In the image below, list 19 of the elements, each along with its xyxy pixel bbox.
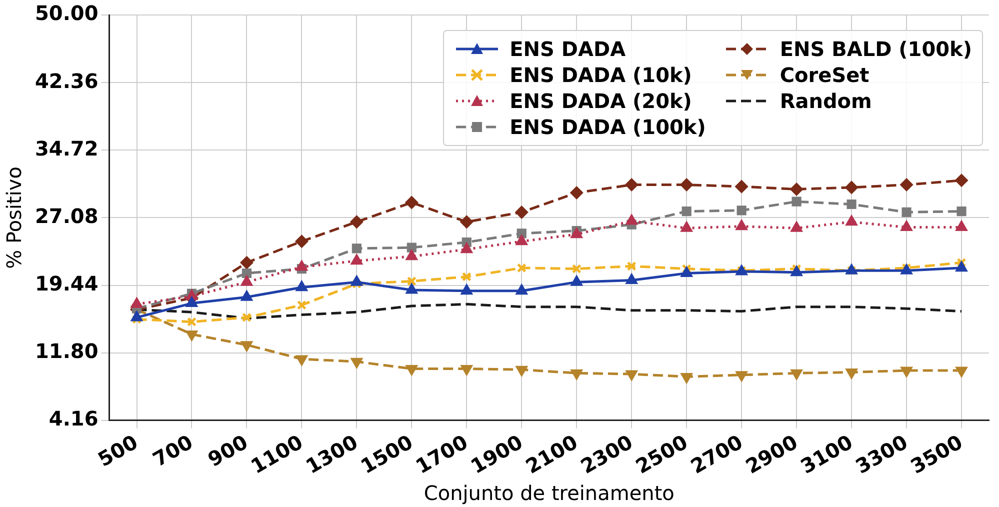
legend-label: ENS DADA (20k): [510, 89, 692, 113]
x-tick-label: 700: [148, 430, 197, 472]
legend-label: CoreSet: [780, 63, 870, 87]
legend-label: Random: [780, 89, 872, 113]
x-tick-label: 900: [204, 430, 252, 472]
x-axis-title: Conjunto de treinamento: [424, 481, 674, 506]
y-tick-label: 11.80: [34, 339, 98, 364]
legend-label: ENS DADA: [510, 37, 626, 61]
y-tick-label: 4.16: [48, 406, 98, 431]
legend-label: ENS DADA (10k): [510, 63, 692, 87]
y-tick-label: 34.72: [34, 136, 98, 160]
legend-label: ENS BALD (100k): [780, 37, 972, 61]
x-tick-label: 500: [94, 430, 142, 472]
legend-label: ENS DADA (100k): [510, 115, 706, 139]
y-tick-label: 42.36: [34, 68, 98, 93]
y-tick-label: 27.08: [34, 204, 98, 228]
y-tick-label: 19.44: [34, 271, 98, 296]
y-tick-label: 50.00: [34, 1, 98, 26]
y-axis-title: % Positivo: [2, 166, 26, 269]
